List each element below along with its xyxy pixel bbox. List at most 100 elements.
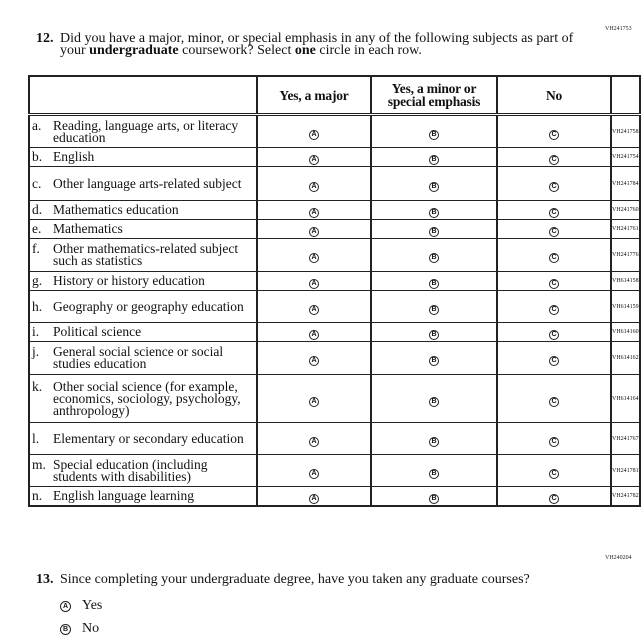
radio-circle-icon[interactable]: A — [309, 155, 319, 165]
row-label: m. Special education (including students … — [28, 454, 258, 487]
cell-no: C — [496, 219, 612, 239]
row-label: b. English — [28, 147, 258, 167]
cell-minor: B — [370, 238, 498, 272]
cell-minor: B — [370, 422, 498, 455]
radio-circle-icon[interactable]: B — [429, 436, 439, 447]
radio-circle-icon[interactable]: C — [549, 253, 559, 263]
radio-circle-icon[interactable]: A — [309, 208, 319, 218]
radio-circle-icon[interactable]: B — [429, 129, 439, 140]
question-number: 13. — [36, 572, 54, 587]
radio-circle-icon[interactable]: B — [429, 208, 439, 218]
cell-minor: B — [370, 219, 498, 239]
cell-major: A — [256, 341, 372, 375]
cell-no: C — [496, 486, 612, 507]
table-row: n. English language learning A B C VH241782 — [28, 486, 641, 507]
radio-circle-icon[interactable]: A — [309, 468, 319, 479]
radio-circle-icon[interactable]: C — [549, 181, 559, 192]
radio-circle-icon[interactable]: A — [309, 279, 319, 289]
cell-minor: B — [370, 454, 498, 487]
radio-circle-icon[interactable]: C — [549, 227, 559, 237]
cell-no: C — [496, 290, 612, 323]
row-code: VH241761 — [610, 219, 641, 239]
radio-circle-icon[interactable]: A — [309, 396, 319, 407]
row-label: h. Geography or geography education — [28, 290, 258, 323]
radio-circle-icon[interactable]: A — [309, 304, 319, 315]
cell-no: C — [496, 114, 612, 148]
radio-circle-icon[interactable]: C — [549, 279, 559, 289]
question-code: VH241753 — [605, 26, 632, 32]
radio-circle-icon[interactable]: A — [309, 494, 319, 504]
radio-circle-icon[interactable]: C — [549, 208, 559, 218]
header-no: No — [496, 75, 612, 116]
radio-circle-icon[interactable]: C — [549, 396, 559, 407]
cell-no: C — [496, 238, 612, 272]
cell-no: C — [496, 422, 612, 455]
row-code: VH241784 — [610, 166, 641, 201]
row-code: VH614158 — [610, 271, 641, 291]
row-code: VH241776 — [610, 238, 641, 272]
table-row: f. Other mathematics-related subject such… — [28, 238, 641, 272]
cell-major: A — [256, 238, 372, 272]
question-text: Since completing your undergraduate degr… — [60, 572, 530, 587]
cell-minor: B — [370, 114, 498, 148]
radio-circle-icon[interactable]: C — [549, 494, 559, 504]
radio-circle-icon[interactable]: C — [549, 155, 559, 165]
row-code: VH614160 — [610, 322, 641, 342]
header-minor: Yes, a minor or special emphasis — [370, 75, 498, 116]
row-code: VH241760 — [610, 200, 641, 220]
radio-circle-icon[interactable]: B — [429, 304, 439, 315]
cell-minor: B — [370, 341, 498, 375]
row-code: VH614162 — [610, 341, 641, 375]
row-label: f. Other mathematics-related subject such… — [28, 238, 258, 272]
question-number: 12. — [36, 31, 54, 46]
row-code: VH241767 — [610, 422, 641, 455]
radio-circle-icon[interactable]: C — [549, 304, 559, 315]
cell-major: A — [256, 486, 372, 507]
table-row: a. Reading, language arts, or literacy ed… — [28, 114, 641, 148]
radio-circle-icon[interactable]: C — [549, 356, 559, 366]
row-code: VH241782 — [610, 486, 641, 507]
radio-circle-icon[interactable]: B — [429, 227, 439, 237]
table-row: k. Other social science (for example, eco… — [28, 374, 641, 423]
row-label: c. Other language arts-related subject — [28, 166, 258, 201]
radio-circle-icon[interactable]: B — [429, 181, 439, 192]
row-label: g. History or history education — [28, 271, 258, 291]
radio-circle-icon[interactable]: A — [60, 600, 71, 612]
row-code: VH241781 — [610, 454, 641, 487]
cell-minor: B — [370, 147, 498, 167]
radio-circle-icon[interactable]: B — [429, 494, 439, 504]
answer-no[interactable]: B No — [60, 621, 99, 637]
question-13: 13. Since completing your undergraduate … — [36, 572, 616, 587]
answer-yes[interactable]: A Yes — [60, 598, 102, 614]
radio-circle-icon[interactable]: B — [429, 356, 439, 366]
radio-circle-icon[interactable]: B — [60, 623, 71, 635]
cell-no: C — [496, 147, 612, 167]
radio-circle-icon[interactable]: B — [429, 155, 439, 165]
cell-minor: B — [370, 166, 498, 201]
table-row: g. History or history education A B C VH61415… — [28, 271, 641, 291]
radio-circle-icon[interactable]: A — [309, 227, 319, 237]
radio-circle-icon[interactable]: B — [429, 330, 439, 340]
radio-circle-icon[interactable]: B — [429, 468, 439, 479]
radio-circle-icon[interactable]: A — [309, 356, 319, 366]
cell-no: C — [496, 374, 612, 423]
radio-circle-icon[interactable]: B — [429, 279, 439, 289]
cell-major: A — [256, 422, 372, 455]
row-label: j. General social science or social studi… — [28, 341, 258, 375]
radio-circle-icon[interactable]: A — [309, 253, 319, 263]
radio-circle-icon[interactable]: C — [549, 436, 559, 447]
radio-circle-icon[interactable]: B — [429, 396, 439, 407]
radio-circle-icon[interactable]: A — [309, 181, 319, 192]
cell-minor: B — [370, 200, 498, 220]
radio-circle-icon[interactable]: C — [549, 129, 559, 140]
radio-circle-icon[interactable]: A — [309, 436, 319, 447]
radio-circle-icon[interactable]: B — [429, 253, 439, 263]
subjects-grid: Yes, a major Yes, a minor or special emp… — [28, 75, 641, 507]
radio-circle-icon[interactable]: A — [309, 129, 319, 140]
header-row: Yes, a major Yes, a minor or special emp… — [28, 75, 641, 116]
radio-circle-icon[interactable]: C — [549, 330, 559, 340]
radio-circle-icon[interactable]: C — [549, 468, 559, 479]
radio-circle-icon[interactable]: A — [309, 330, 319, 340]
header-code — [610, 75, 641, 116]
row-label: k. Other social science (for example, eco… — [28, 374, 258, 423]
